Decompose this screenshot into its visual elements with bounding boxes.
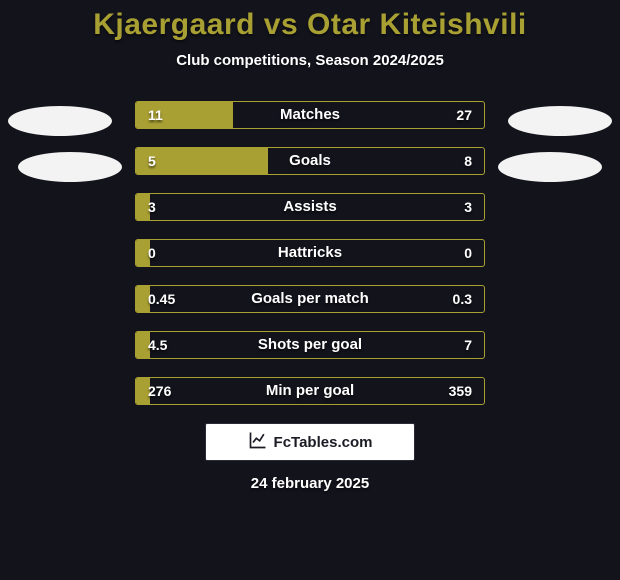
footer-date: 24 february 2025 — [0, 475, 620, 492]
row-value-right: 27 — [456, 102, 472, 128]
content: Kjaergaard vs Otar Kiteishvili Club comp… — [0, 0, 620, 580]
row-label: Assists — [136, 194, 484, 220]
row-label: Shots per goal — [136, 332, 484, 358]
footer-logo-text: FcTables.com — [274, 434, 373, 451]
row-label: Hattricks — [136, 240, 484, 266]
row-value-right: 0 — [464, 240, 472, 266]
row-value-right: 7 — [464, 332, 472, 358]
row-value-right: 0.3 — [453, 286, 472, 312]
comparison-row: 0Hattricks0 — [135, 239, 485, 267]
comparison-rows: 11Matches27 5Goals8 3Assists3 0Hattricks0 0.… — [135, 87, 485, 405]
chart-icon — [248, 430, 268, 455]
row-value-right: 3 — [464, 194, 472, 220]
comparison-row: 11Matches27 — [135, 101, 485, 129]
page-subtitle: Club competitions, Season 2024/2025 — [0, 52, 620, 69]
player-right-badge-2 — [498, 152, 602, 182]
row-label: Goals — [136, 148, 484, 174]
comparison-row: 3Assists3 — [135, 193, 485, 221]
footer-logo: FcTables.com — [205, 423, 415, 461]
comparison-row: 276Min per goal359 — [135, 377, 485, 405]
comparison-row: 4.5Shots per goal7 — [135, 331, 485, 359]
row-label: Min per goal — [136, 378, 484, 404]
row-value-right: 359 — [449, 378, 472, 404]
player-left-badge-2 — [18, 152, 122, 182]
row-value-right: 8 — [464, 148, 472, 174]
comparison-row: 0.45Goals per match0.3 — [135, 285, 485, 313]
row-label: Goals per match — [136, 286, 484, 312]
comparison-chart: 11Matches27 5Goals8 3Assists3 0Hattricks0 0.… — [0, 87, 620, 405]
row-label: Matches — [136, 102, 484, 128]
player-right-badge-1 — [508, 106, 612, 136]
page-title: Kjaergaard vs Otar Kiteishvili — [0, 8, 620, 42]
player-left-badge-1 — [8, 106, 112, 136]
comparison-row: 5Goals8 — [135, 147, 485, 175]
